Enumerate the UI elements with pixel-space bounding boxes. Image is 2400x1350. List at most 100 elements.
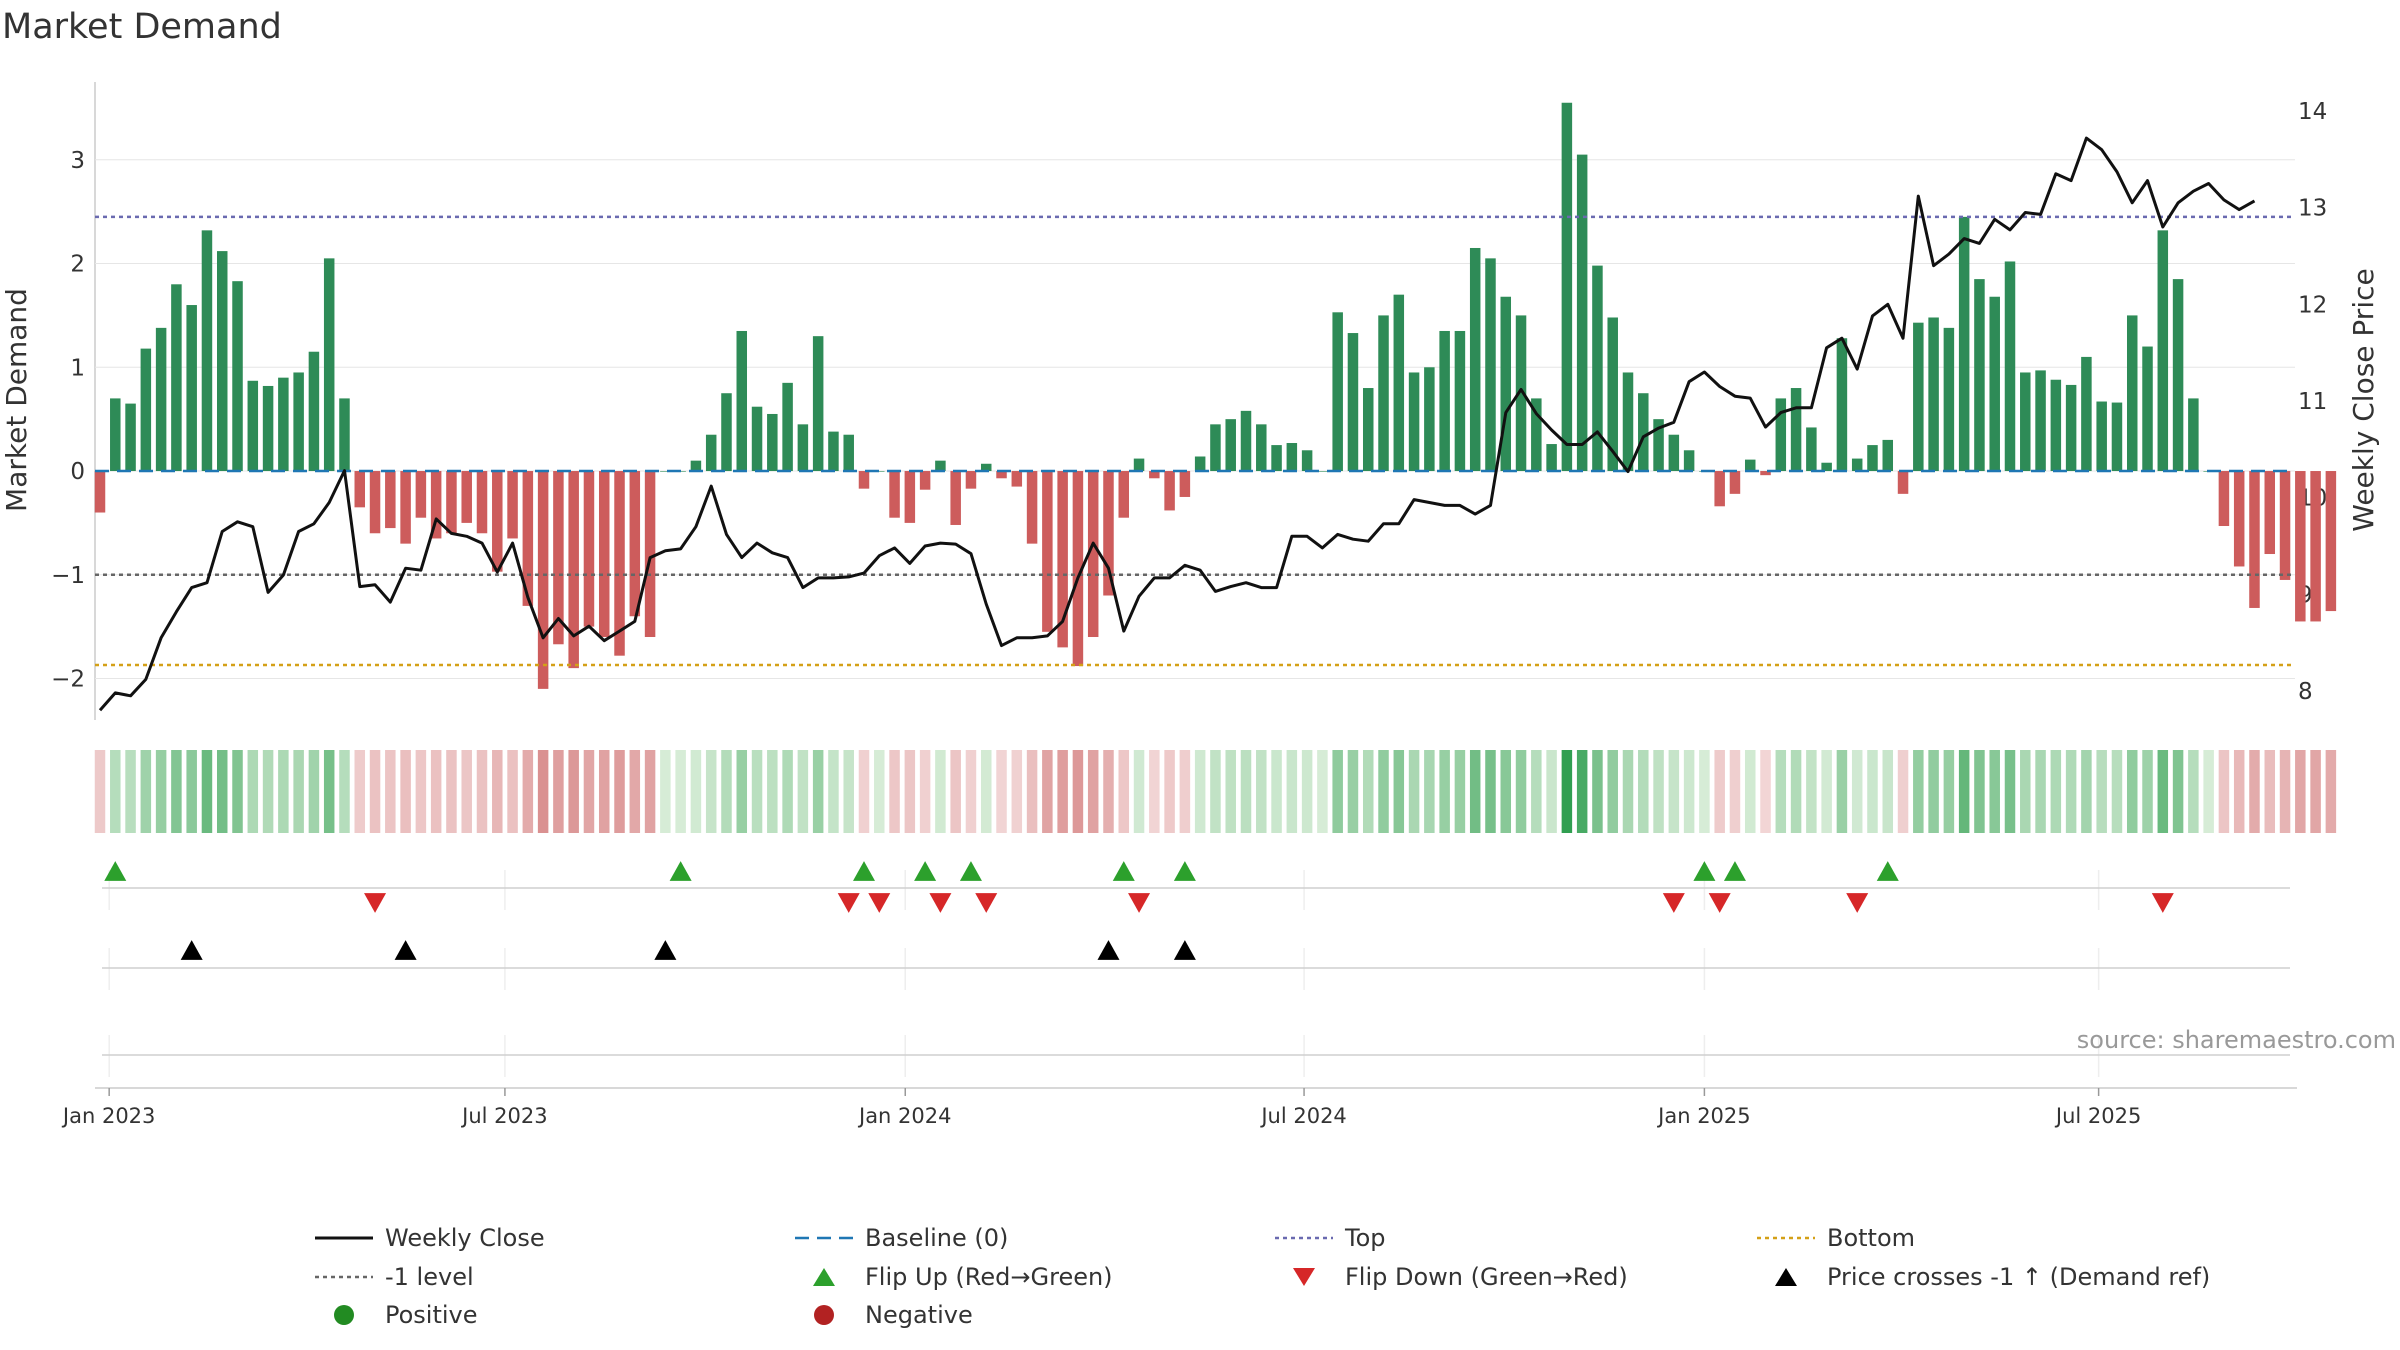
demand-bar: [660, 471, 671, 472]
legend-label: Bottom: [1827, 1224, 1915, 1252]
x-tick-label: Jul 2024: [1259, 1104, 1346, 1128]
demand-strip-cell: [1744, 750, 1756, 833]
demand-bar: [1607, 317, 1618, 472]
demand-bar: [767, 413, 778, 472]
demand-strip-cell: [1576, 750, 1588, 833]
demand-bar: [1928, 317, 1939, 472]
legend-label: Weekly Close: [385, 1224, 545, 1252]
demand-strip-cell: [598, 750, 610, 833]
x-tick-label: Jan 2024: [857, 1104, 952, 1128]
demand-strip-cell: [1928, 750, 1939, 833]
demand-strip-cell: [94, 750, 106, 833]
demand-bar: [1485, 258, 1496, 472]
weekly-close-line: [98, 136, 2256, 712]
demand-strip-cell: [1164, 750, 1175, 833]
y-tick-label-left: 2: [70, 252, 85, 278]
demand-bar: [140, 348, 152, 472]
demand-bar: [2065, 384, 2077, 472]
demand-strip-cell: [1454, 750, 1466, 833]
x-tick-label: Jan 2025: [1656, 1104, 1751, 1128]
demand-strip-cell: [2157, 750, 2169, 833]
y-tick-label-left: 0: [70, 459, 85, 485]
demand-bar: [843, 434, 854, 472]
demand-strip-cell: [614, 750, 625, 833]
demand-bar: [1378, 315, 1389, 472]
y-tick-label-right: 11: [2298, 389, 2327, 415]
demand-bar: [736, 330, 748, 472]
demand-strip-cell: [201, 750, 213, 833]
y-axis-label-right: Weekly Close Price: [2347, 268, 2380, 531]
demand-bar: [1836, 338, 1848, 472]
demand-bar: [1989, 296, 2000, 472]
demand-strip-cell: [2035, 750, 2046, 833]
demand-strip-cell: [1103, 750, 1114, 833]
price-cross-marker: [654, 940, 677, 960]
demand-strip-cell: [2142, 750, 2153, 833]
demand-bar: [950, 471, 961, 525]
demand-strip-cell: [2310, 750, 2321, 833]
demand-bar: [1546, 444, 1557, 472]
demand-strip-cell: [1760, 750, 1771, 833]
demand-bar: [2142, 346, 2153, 472]
demand-bar: [1149, 471, 1160, 479]
demand-strip-cell: [1424, 750, 1435, 833]
demand-strip-cell: [1638, 750, 1649, 833]
demand-strip-cell: [1133, 750, 1145, 833]
x-tick-label: Jul 2025: [2054, 1104, 2141, 1128]
legend-label: Positive: [385, 1301, 478, 1329]
demand-bar: [278, 377, 289, 472]
demand-strip-cell: [293, 750, 304, 833]
demand-strip-cell: [690, 750, 702, 833]
demand-strip-cell: [568, 750, 579, 833]
demand-bar: [339, 398, 350, 472]
flip-down-marker: [2151, 893, 2174, 913]
demand-strip-cell: [2096, 750, 2107, 833]
demand-strip-cell: [1821, 750, 1832, 833]
demand-strip-cell: [278, 750, 289, 833]
demand-strip-cell: [2065, 750, 2077, 833]
demand-strip-cell: [843, 750, 854, 833]
demand-strip-cell: [140, 750, 152, 833]
demand-bar: [323, 258, 335, 472]
flip-down-marker: [975, 893, 998, 913]
demand-strip-cell: [1958, 750, 1970, 833]
demand-strip-cell: [1592, 750, 1603, 833]
demand-strip-cell: [1668, 750, 1680, 833]
flip-up-marker: [1173, 861, 1196, 881]
demand-bar: [1057, 471, 1068, 648]
demand-strip-cell: [1897, 750, 1909, 833]
demand-strip-cell: [1469, 750, 1481, 833]
y-tick-label-left: −1: [51, 563, 85, 589]
demand-bar: [690, 460, 702, 472]
demand-strip-cell: [2279, 750, 2291, 833]
demand-strip-cell: [1225, 750, 1236, 833]
flip-down-marker: [1128, 893, 1151, 913]
demand-strip-cell: [583, 750, 595, 833]
demand-bar: [171, 284, 182, 472]
demand-strip-cell: [1026, 750, 1038, 833]
demand-bar: [1026, 471, 1038, 544]
flip-up-marker: [104, 861, 127, 881]
demand-strip-cell: [721, 750, 732, 833]
demand-strip-cell: [1485, 750, 1496, 833]
demand-strip-cell: [1286, 750, 1298, 833]
demand-strip-cell: [767, 750, 778, 833]
demand-strip-cell: [1607, 750, 1618, 833]
demand-bar: [415, 471, 427, 518]
demand-bar: [2126, 315, 2138, 472]
y-tick-label-right: 12: [2298, 292, 2327, 318]
demand-strip-cell: [660, 750, 671, 833]
demand-bar: [1744, 459, 1756, 472]
demand-bar: [492, 471, 503, 572]
demand-strip-cell: [2295, 750, 2306, 833]
demand-bar: [1393, 294, 1405, 472]
demand-strip-cell: [1439, 750, 1450, 833]
demand-strip-cell: [262, 750, 274, 833]
demand-strip-cell: [553, 750, 564, 833]
demand-bar: [1576, 154, 1588, 472]
demand-strip-cell: [812, 750, 824, 833]
demand-bar: [1806, 427, 1817, 472]
demand-bar: [1760, 471, 1771, 476]
legend-label: Price crosses -1 ↑ (Demand ref): [1827, 1263, 2210, 1291]
